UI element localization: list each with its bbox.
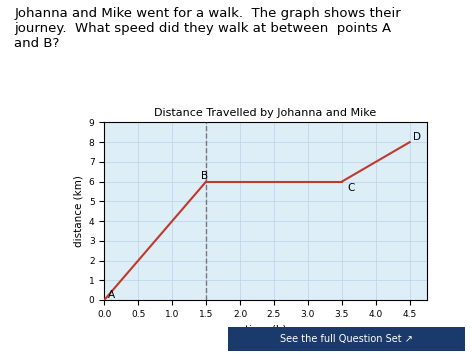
- Text: See the full Question Set ↗: See the full Question Set ↗: [280, 334, 412, 344]
- X-axis label: time (h): time (h): [245, 324, 286, 334]
- Text: Johanna and Mike went for a walk.  The graph shows their
journey.  What speed di: Johanna and Mike went for a walk. The gr…: [14, 7, 401, 50]
- Text: B: B: [201, 171, 208, 181]
- Text: D: D: [413, 132, 421, 142]
- Title: Distance Travelled by Johanna and Mike: Distance Travelled by Johanna and Mike: [155, 108, 376, 118]
- Text: C: C: [347, 182, 355, 192]
- Y-axis label: distance (km): distance (km): [73, 175, 83, 247]
- Text: A: A: [108, 290, 115, 300]
